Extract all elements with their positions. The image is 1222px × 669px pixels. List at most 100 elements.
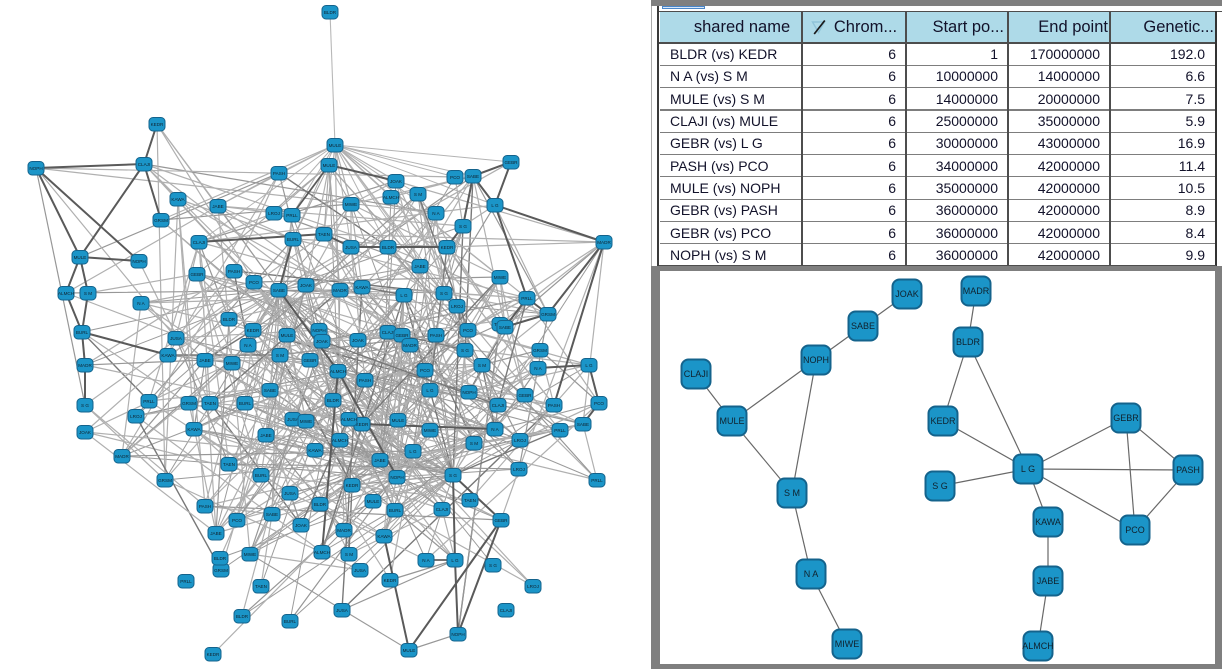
svg-text:S G: S G — [932, 481, 948, 491]
svg-text:JABE: JABE — [374, 458, 386, 463]
svg-text:JUSA: JUSA — [287, 417, 300, 422]
svg-text:L G: L G — [426, 388, 434, 393]
svg-text:CLAJI: CLAJI — [684, 369, 709, 379]
svg-text:MADR: MADR — [78, 363, 92, 368]
svg-text:GRSM: GRSM — [158, 478, 172, 483]
svg-text:KEDR: KEDR — [930, 416, 956, 426]
svg-text:LROJ: LROJ — [130, 414, 142, 419]
svg-text:BURL: BURL — [76, 330, 89, 335]
svg-text:CLAJI: CLAJI — [382, 330, 395, 335]
svg-text:S M: S M — [478, 363, 486, 368]
svg-text:TAEN: TAEN — [255, 584, 267, 589]
svg-text:KAWA: KAWA — [171, 197, 185, 202]
svg-text:SABE: SABE — [264, 388, 276, 393]
svg-text:GEBR: GEBR — [395, 333, 409, 338]
svg-text:PCO: PCO — [463, 328, 473, 333]
svg-text:JOAK: JOAK — [390, 179, 403, 184]
svg-text:MULE: MULE — [403, 648, 416, 653]
svg-text:SABE: SABE — [467, 174, 479, 179]
svg-text:SABE: SABE — [266, 512, 278, 517]
svg-text:KAWA: KAWA — [355, 285, 369, 290]
svg-text:JABE: JABE — [210, 531, 222, 536]
svg-text:L G: L G — [491, 203, 499, 208]
svg-text:NOPH: NOPH — [312, 328, 325, 333]
svg-text:NOPH: NOPH — [462, 390, 475, 395]
svg-text:JOAK: JOAK — [352, 338, 365, 343]
svg-text:LROJ: LROJ — [527, 584, 539, 589]
svg-text:BURL: BURL — [284, 619, 297, 624]
svg-text:ALMCH: ALMCH — [58, 291, 74, 296]
svg-text:L G: L G — [585, 363, 593, 368]
svg-text:PASH: PASH — [273, 171, 285, 176]
svg-text:BURL: BURL — [287, 237, 300, 242]
svg-text:KAWA: KAWA — [1035, 517, 1061, 527]
svg-text:S M: S M — [84, 291, 92, 296]
svg-text:NOPH: NOPH — [803, 355, 829, 365]
svg-text:GRSM: GRSM — [182, 401, 196, 406]
svg-text:GRSM: GRSM — [214, 568, 228, 573]
svg-text:SABE: SABE — [851, 321, 875, 331]
svg-text:BLDR: BLDR — [324, 10, 337, 15]
svg-text:PCO: PCO — [420, 368, 430, 373]
svg-text:MADR: MADR — [333, 288, 347, 293]
svg-text:S M: S M — [345, 552, 353, 557]
svg-text:NOPH: NOPH — [29, 166, 42, 171]
svg-text:ALMCH: ALMCH — [332, 438, 348, 443]
svg-text:NOPH: NOPH — [390, 475, 403, 480]
svg-text:BLDR: BLDR — [214, 556, 227, 561]
svg-text:TAEN: TAEN — [223, 462, 235, 467]
svg-text:KEDR: KEDR — [247, 328, 260, 333]
svg-text:MULE: MULE — [719, 416, 744, 426]
svg-text:MULE: MULE — [323, 163, 336, 168]
svg-text:JABE: JABE — [1037, 576, 1060, 586]
svg-text:GRSM: GRSM — [541, 312, 555, 317]
svg-text:L G: L G — [409, 449, 417, 454]
svg-text:N A: N A — [534, 366, 542, 371]
svg-text:MIWE: MIWE — [244, 552, 257, 557]
svg-text:BLDR: BLDR — [327, 398, 340, 403]
svg-text:CLAJI: CLAJI — [138, 162, 151, 167]
svg-text:MADR: MADR — [963, 286, 990, 296]
svg-text:KAWA: KAWA — [161, 353, 175, 358]
svg-text:CLAJI: CLAJI — [193, 240, 206, 245]
svg-text:S G: S G — [449, 473, 457, 478]
svg-text:JUSA: JUSA — [354, 568, 367, 573]
svg-text:S M: S M — [276, 353, 284, 358]
svg-text:BURL: BURL — [239, 401, 252, 406]
svg-text:PASH: PASH — [1176, 465, 1200, 475]
svg-text:S G: S G — [461, 348, 469, 353]
svg-text:CLAJI: CLAJI — [436, 507, 449, 512]
svg-text:N A: N A — [422, 558, 430, 563]
svg-text:BLDR: BLDR — [223, 317, 236, 322]
svg-text:TAEN: TAEN — [318, 232, 330, 237]
svg-text:SABE: SABE — [273, 288, 285, 293]
svg-text:MIWE: MIWE — [300, 419, 313, 424]
svg-text:N A: N A — [491, 427, 499, 432]
svg-text:GEBR: GEBR — [494, 518, 508, 523]
svg-text:GRSM: GRSM — [533, 348, 547, 353]
svg-text:KAWA: KAWA — [187, 427, 201, 432]
svg-text:KAWA: KAWA — [308, 448, 322, 453]
svg-text:GRSM: GRSM — [154, 218, 168, 223]
svg-text:PRLL: PRLL — [521, 296, 533, 301]
svg-text:BURL: BURL — [255, 473, 268, 478]
svg-text:JUSA: JUSA — [284, 491, 297, 496]
svg-text:ALMCH: ALMCH — [314, 550, 330, 555]
svg-text:KEDR: KEDR — [356, 422, 369, 427]
svg-text:BLDR: BLDR — [956, 337, 981, 347]
svg-text:PASH: PASH — [430, 333, 442, 338]
svg-text:ALMCH: ALMCH — [341, 417, 357, 422]
svg-text:L G: L G — [400, 293, 408, 298]
svg-text:LROJ: LROJ — [451, 304, 463, 309]
svg-text:JUSA: JUSA — [170, 336, 183, 341]
svg-text:MULE: MULE — [281, 333, 294, 338]
svg-text:PRLL: PRLL — [180, 579, 192, 584]
svg-text:MADR: MADR — [403, 343, 417, 348]
svg-text:L G: L G — [1021, 464, 1035, 474]
svg-text:KEDR: KEDR — [346, 483, 359, 488]
svg-text:LROJ: LROJ — [513, 467, 525, 472]
svg-text:MIWE: MIWE — [424, 428, 437, 433]
svg-text:NOPH: NOPH — [451, 632, 464, 637]
svg-text:TAEN: TAEN — [464, 498, 476, 503]
svg-text:JABE: JABE — [199, 358, 211, 363]
